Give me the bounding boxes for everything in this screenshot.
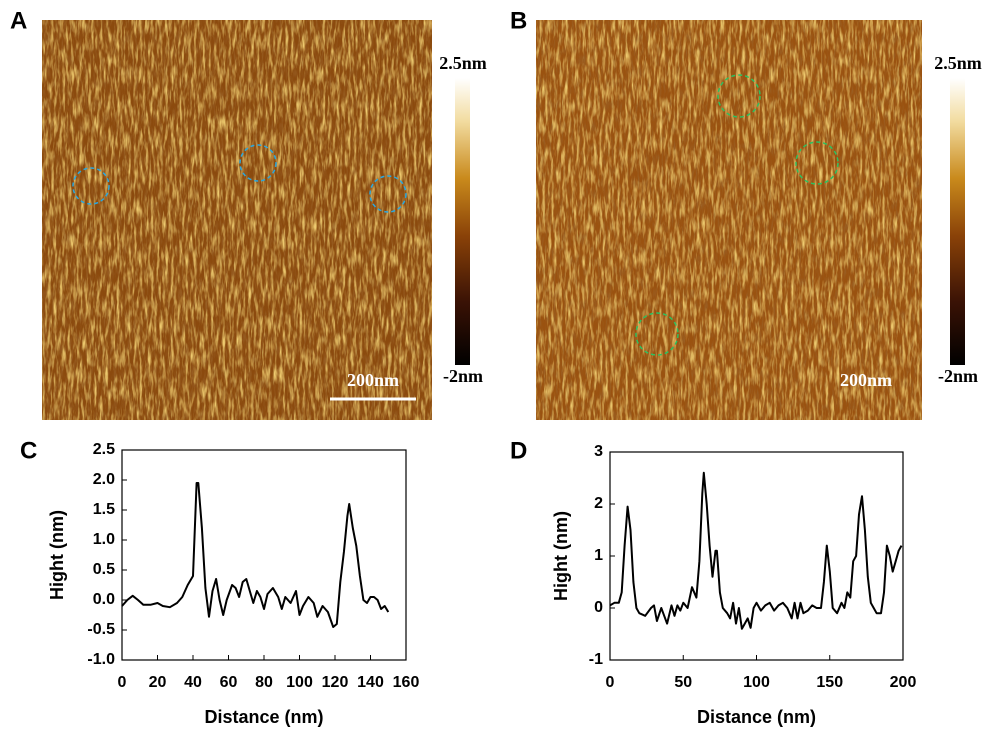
x-tick-label: 40 — [184, 674, 202, 691]
plot-frame — [121, 449, 407, 661]
x-tick-label: 140 — [357, 674, 384, 691]
y-axis-label: Hight (nm) — [551, 511, 571, 601]
y-tick-label: -0.5 — [87, 621, 115, 638]
y-axis-label: Hight (nm) — [47, 510, 67, 600]
colorbar-label: -2nm — [443, 366, 483, 386]
y-tick-label: 2.0 — [93, 471, 115, 488]
colorbar-label: -2nm — [938, 366, 978, 386]
panel-label: D — [510, 437, 527, 464]
x-tick-label: 120 — [322, 674, 349, 691]
x-tick-label: 0 — [606, 674, 615, 691]
colorbar-label: 2.5nm — [934, 53, 982, 73]
y-tick-label: 2.5 — [93, 441, 115, 458]
y-tick-label: 1.0 — [93, 531, 115, 548]
x-tick-label: 60 — [220, 674, 238, 691]
colorbar-label: 2.5nm — [439, 53, 487, 73]
colorbar — [950, 78, 965, 365]
colorbar — [455, 78, 470, 365]
y-tick-label: 0.0 — [93, 591, 115, 608]
scale-bar-label: 200nm — [347, 370, 399, 390]
x-tick-label: 20 — [149, 674, 167, 691]
afm-image-b — [536, 20, 922, 420]
x-tick-label: 150 — [816, 674, 843, 691]
x-axis-label: Distance (nm) — [204, 707, 323, 727]
scale-bar-label: 200nm — [840, 370, 892, 390]
y-tick-label: 3 — [594, 443, 603, 460]
x-tick-label: 100 — [286, 674, 313, 691]
profile-line — [121, 482, 390, 628]
y-tick-label: -1 — [589, 651, 603, 668]
panel-label: C — [20, 437, 37, 464]
x-tick-label: 200 — [890, 674, 917, 691]
y-tick-label: 1.5 — [93, 501, 115, 518]
y-tick-label: 0.5 — [93, 561, 115, 578]
y-tick-label: 1 — [594, 547, 603, 564]
x-axis-label: Distance (nm) — [697, 707, 816, 727]
x-tick-label: 160 — [393, 674, 420, 691]
x-tick-label: 80 — [255, 674, 273, 691]
x-tick-label: 0 — [118, 674, 127, 691]
y-tick-label: 0 — [594, 599, 603, 616]
panel-label: A — [10, 7, 27, 34]
profile-line — [609, 471, 903, 630]
y-tick-label: 2 — [594, 495, 603, 512]
x-tick-label: 50 — [674, 674, 692, 691]
y-tick-label: -1.0 — [87, 651, 115, 668]
afm-image-a — [42, 20, 432, 420]
x-tick-label: 100 — [743, 674, 770, 691]
panel-label: B — [510, 7, 527, 34]
plot-frame — [609, 451, 904, 661]
